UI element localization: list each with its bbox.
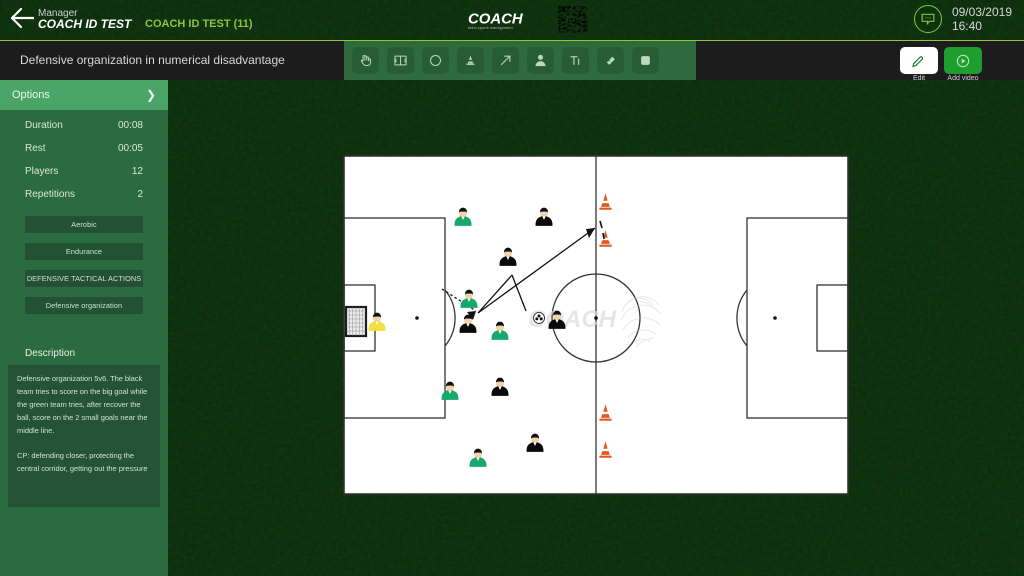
svg-text:team sports management: team sports management bbox=[468, 26, 513, 30]
svg-text:COACH: COACH bbox=[468, 11, 524, 28]
svg-text:ID: ID bbox=[566, 13, 575, 24]
